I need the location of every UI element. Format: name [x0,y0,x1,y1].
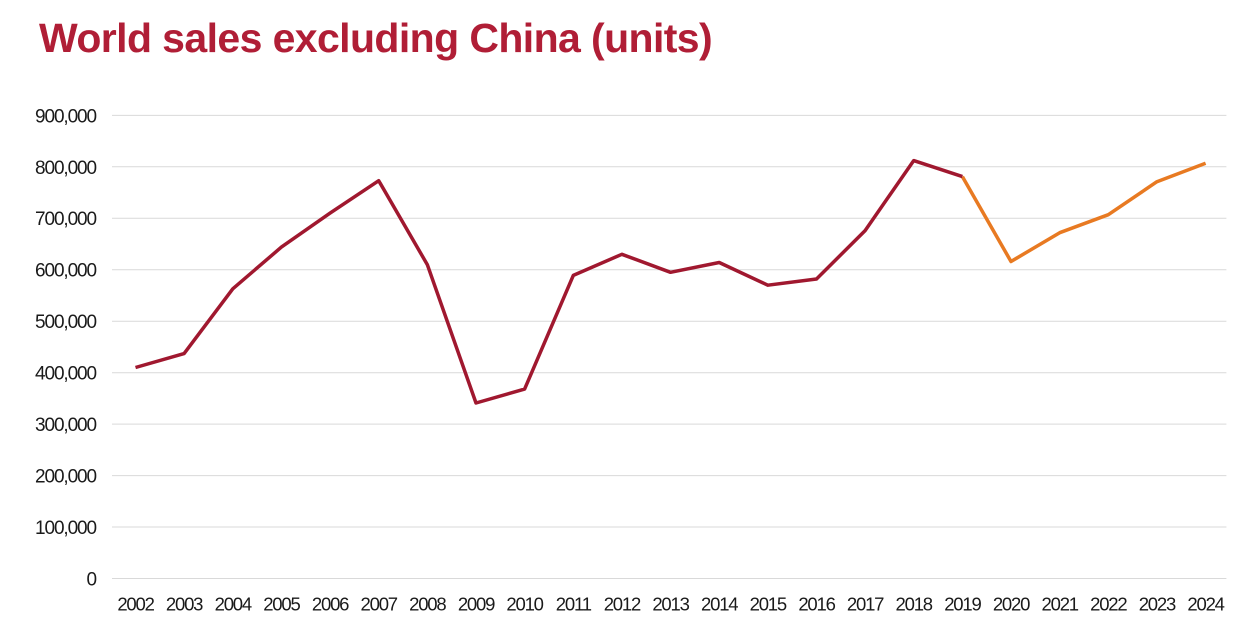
svg-text:2007: 2007 [361,594,398,615]
svg-text:0: 0 [87,569,97,590]
svg-text:2016: 2016 [798,594,835,615]
svg-text:2009: 2009 [458,594,495,615]
svg-text:2019: 2019 [944,594,981,615]
svg-text:2011: 2011 [556,594,592,615]
svg-text:2017: 2017 [847,594,884,615]
svg-text:2020: 2020 [993,594,1030,615]
svg-text:2002: 2002 [117,594,154,615]
svg-text:400,000: 400,000 [35,364,97,385]
svg-text:2003: 2003 [166,594,203,615]
svg-text:2024: 2024 [1187,594,1224,615]
svg-text:300,000: 300,000 [35,415,97,436]
svg-text:900,000: 900,000 [35,106,97,127]
svg-text:2008: 2008 [409,594,446,615]
svg-text:600,000: 600,000 [35,261,97,282]
svg-text:2014: 2014 [701,594,738,615]
svg-text:700,000: 700,000 [35,209,97,230]
svg-text:800,000: 800,000 [35,158,97,179]
svg-text:2022: 2022 [1090,594,1127,615]
svg-text:2018: 2018 [896,594,933,615]
svg-text:2013: 2013 [652,594,689,615]
svg-text:2004: 2004 [215,594,252,615]
svg-text:200,000: 200,000 [35,467,97,488]
svg-text:2010: 2010 [506,594,543,615]
svg-text:2023: 2023 [1139,594,1176,615]
svg-text:100,000: 100,000 [35,518,97,539]
svg-text:500,000: 500,000 [35,312,97,333]
svg-text:2005: 2005 [263,594,300,615]
svg-text:2015: 2015 [750,594,787,615]
svg-text:2006: 2006 [312,594,349,615]
svg-text:2021: 2021 [1042,594,1079,615]
svg-text:2012: 2012 [604,594,641,615]
